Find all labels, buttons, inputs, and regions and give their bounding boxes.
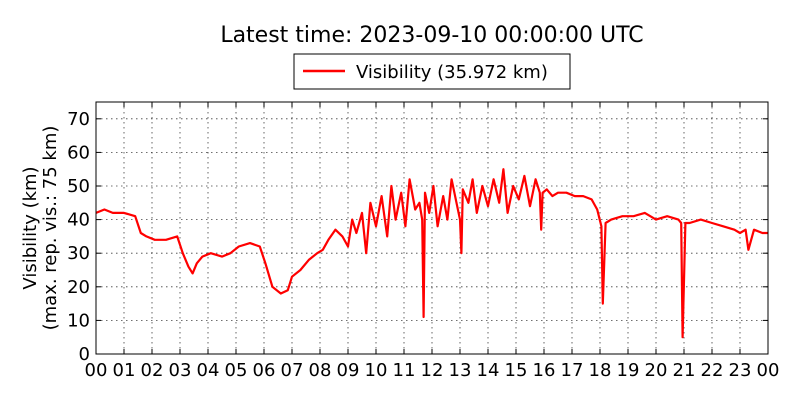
x-tick-label: 12: [421, 360, 444, 381]
x-tick-label: 14: [477, 360, 500, 381]
x-tick-label: 03: [169, 360, 192, 381]
chart-title: Latest time: 2023-09-10 00:00:00 UTC: [220, 23, 643, 48]
x-tick-label: 07: [281, 360, 304, 381]
y-axis-label: Visibility (km) (max. rep. vis.: 75 km): [20, 126, 61, 331]
x-tick-label: 06: [253, 360, 276, 381]
x-tick-label: 04: [197, 360, 220, 381]
y-tick-label: 60: [67, 142, 90, 163]
x-tick-label: 08: [309, 360, 332, 381]
legend-label: Visibility (35.972 km): [356, 62, 548, 83]
x-tick-label: 09: [337, 360, 360, 381]
x-tick-label: 18: [589, 360, 612, 381]
axis-ticks: [95, 102, 769, 355]
x-tick-label: 00: [757, 360, 780, 381]
y-tick-labels: 0 10 20 30 40 50 60 70: [67, 109, 90, 365]
grid: [96, 102, 768, 354]
y-tick-label: 30: [67, 243, 90, 264]
x-tick-label: 19: [617, 360, 640, 381]
x-tick-label: 00: [85, 360, 108, 381]
x-tick-label: 02: [141, 360, 164, 381]
x-tick-label: 23: [729, 360, 752, 381]
y-tick-label: 10: [67, 310, 90, 331]
y-tick-label: 40: [67, 210, 90, 231]
x-tick-label: 05: [225, 360, 248, 381]
x-tick-label: 16: [533, 360, 556, 381]
y-tick-label: 0: [79, 344, 90, 365]
x-tick-label: 11: [393, 360, 416, 381]
x-tick-label: 21: [673, 360, 696, 381]
x-tick-label: 13: [449, 360, 472, 381]
y-axis-label-line2: (max. rep. vis.: 75 km): [40, 126, 61, 331]
x-tick-label: 22: [701, 360, 724, 381]
x-tick-label: 15: [505, 360, 528, 381]
legend: Visibility (35.972 km): [293, 53, 571, 90]
series-layer: [95, 168, 768, 339]
y-tick-label: 70: [67, 109, 90, 130]
y-tick-label: 50: [67, 176, 90, 197]
x-tick-label: 10: [365, 360, 388, 381]
x-tick-label: 01: [113, 360, 136, 381]
y-tick-label: 20: [67, 277, 90, 298]
x-tick-label: 17: [561, 360, 584, 381]
series-line-visibility: [95, 168, 768, 339]
y-axis-label-line1: Visibility (km): [20, 166, 41, 289]
x-tick-labels: 00 01 02 03 04 05 06 07 08 09 10 11 12 13 14 15 16 17 18 19…: [85, 360, 780, 381]
x-tick-label: 20: [645, 360, 668, 381]
